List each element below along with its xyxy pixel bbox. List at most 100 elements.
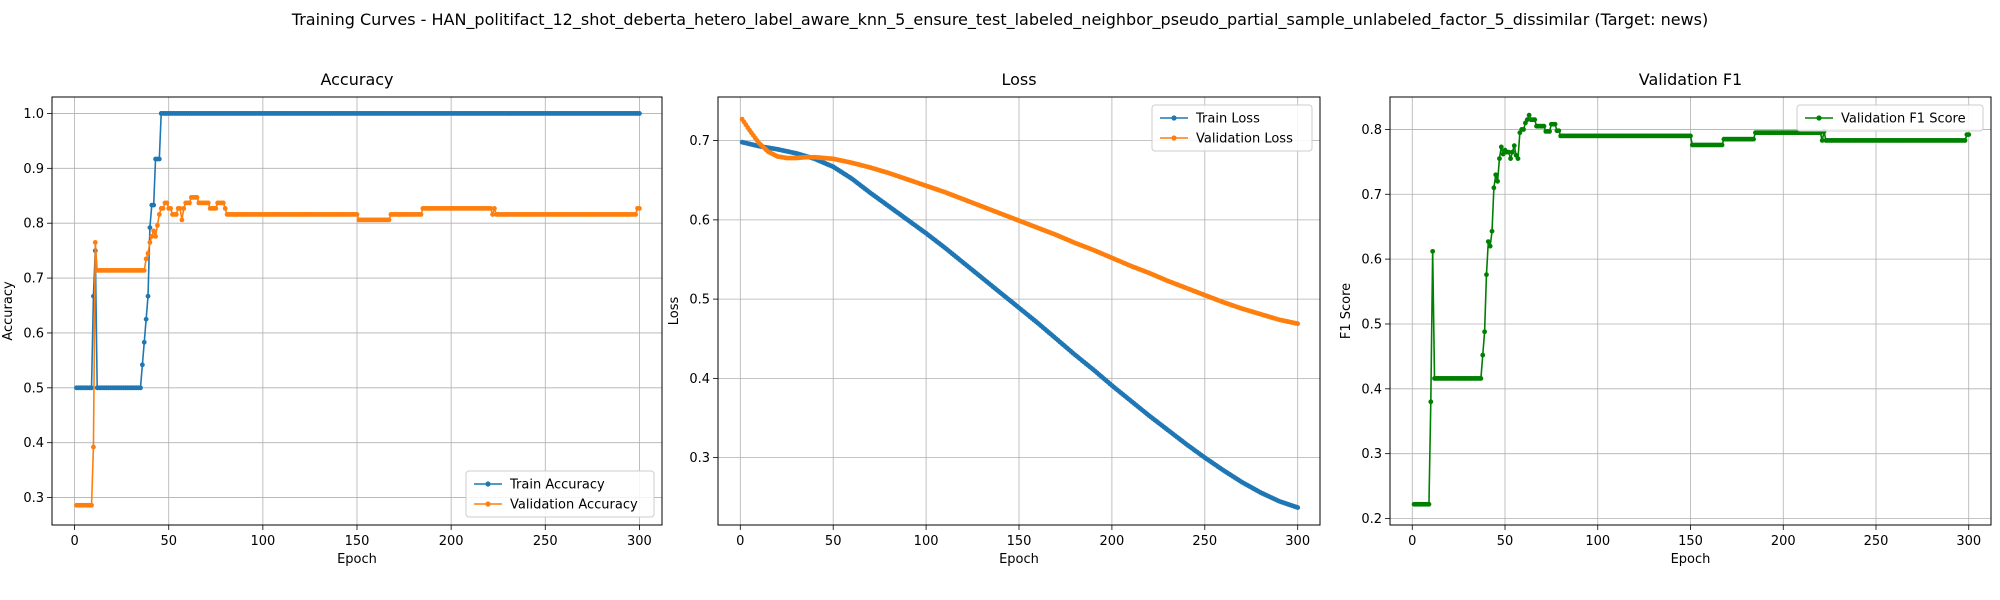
data-point	[1484, 272, 1489, 278]
chart-title: Validation F1	[1639, 70, 1742, 89]
data-point	[1521, 127, 1526, 132]
x-tick-label: 50	[160, 534, 177, 549]
data-point	[386, 217, 392, 223]
x-tick-label: 300	[627, 534, 652, 549]
data-point	[89, 385, 94, 391]
data-point	[222, 205, 228, 211]
data-point	[1497, 156, 1502, 162]
plot-frame	[51, 96, 663, 526]
y-axis-label: Loss	[667, 297, 682, 326]
y-tick-label: 0.3	[689, 451, 710, 466]
legend: Train Loss Validation Loss	[1151, 104, 1313, 152]
data-point	[143, 316, 149, 322]
data-point	[1498, 144, 1504, 150]
y-tick-label: 0.9	[23, 162, 44, 177]
x-axis-label: Epoch	[1671, 552, 1711, 567]
data-point	[1478, 376, 1484, 381]
data-point	[1524, 117, 1530, 123]
data-point	[205, 200, 211, 206]
x-tick-label: 300	[1285, 534, 1310, 549]
data-point	[143, 256, 149, 262]
chart-3: 0 50 100 150 200 250 300 0.2 0.3 0.4 0.5 0.6 0.7 0.8 V…	[1339, 70, 1992, 567]
data-point	[492, 205, 497, 211]
data-point	[220, 200, 226, 206]
data-point	[1966, 132, 1972, 138]
x-tick-label: 0	[70, 534, 78, 549]
legend-label: Train Accuracy	[509, 478, 605, 493]
legend-swatch-marker	[1171, 135, 1177, 141]
chart-1: 0 50 100 150 200 250 300 0.3 0.4 0.5 0.6 0.7 0.8 0.9 1…	[1, 70, 663, 567]
data-point	[139, 362, 145, 368]
chart-title: Accuracy	[320, 70, 393, 89]
data-point	[1428, 399, 1434, 405]
y-axis-label: Accuracy	[1, 281, 16, 341]
data-point	[89, 502, 94, 508]
legend: Train Accuracy Validation Accuracy	[465, 470, 655, 518]
data-point	[177, 205, 183, 211]
x-axis-label: Epoch	[337, 552, 377, 567]
x-tick-label: 50	[825, 534, 842, 549]
legend-box	[1151, 104, 1313, 152]
y-axis-label: F1 Score	[1339, 283, 1354, 339]
data-point	[1295, 321, 1301, 327]
y-tick-label: 0.6	[689, 213, 710, 228]
data-point	[145, 250, 151, 256]
legend: Validation F1 Score	[1796, 104, 1984, 132]
data-point	[1552, 121, 1558, 127]
figure-title: Training Curves - HAN_politifact_12_shot…	[291, 10, 1709, 29]
data-point	[1506, 149, 1512, 155]
series-line	[76, 196, 640, 507]
x-tick-label: 150	[1678, 534, 1703, 549]
data-point	[160, 205, 166, 211]
data-point	[91, 444, 96, 450]
data-point	[1485, 239, 1491, 245]
data-point	[156, 156, 162, 162]
data-point	[1430, 248, 1436, 254]
data-point	[1487, 243, 1493, 249]
legend-swatch-marker	[485, 481, 491, 487]
chart-title: Loss	[1001, 70, 1036, 89]
y-tick-label: 0.6	[1361, 253, 1382, 268]
data-point	[1500, 151, 1506, 157]
legend-box	[465, 470, 655, 518]
y-tick-label: 0.7	[1361, 188, 1382, 203]
x-tick-label: 150	[1007, 534, 1032, 549]
data-point	[141, 339, 147, 345]
data-point	[181, 205, 187, 211]
data-point	[1556, 128, 1562, 134]
data-point	[213, 205, 219, 211]
data-point	[1482, 329, 1487, 335]
data-point	[156, 212, 162, 217]
data-point	[637, 111, 642, 116]
x-tick-label: 250	[1192, 534, 1217, 549]
y-tick-label: 0.5	[1361, 317, 1382, 332]
series-line	[741, 141, 1298, 509]
data-point	[1510, 149, 1515, 155]
x-tick-label: 50	[1497, 534, 1514, 549]
plot-frame	[1389, 96, 1992, 526]
x-tick-label: 0	[1408, 534, 1416, 549]
data-point	[179, 217, 185, 223]
data-point	[354, 212, 360, 217]
legend-label: Train Loss	[1195, 112, 1260, 127]
data-point	[1962, 138, 1968, 143]
y-tick-label: 0.5	[689, 293, 710, 308]
y-tick-label: 0.3	[1361, 447, 1382, 462]
y-tick-label: 0.5	[23, 381, 44, 396]
y-tick-label: 0.3	[23, 491, 44, 506]
data-point	[1508, 156, 1513, 162]
data-point	[145, 293, 151, 299]
data-point	[1751, 136, 1756, 142]
y-tick-label: 0.8	[1361, 123, 1382, 138]
legend-swatch-marker	[1171, 115, 1177, 121]
y-tick-label: 1.0	[23, 107, 44, 122]
data-point	[1491, 185, 1497, 191]
legend-label: Validation F1 Score	[1841, 112, 1966, 127]
data-point	[164, 200, 170, 206]
y-tick-label: 0.4	[1361, 382, 1382, 397]
y-tick-label: 0.2	[1361, 512, 1382, 527]
y-tick-label: 0.6	[23, 326, 44, 341]
x-tick-label: 250	[533, 534, 558, 549]
data-point	[1493, 172, 1499, 178]
